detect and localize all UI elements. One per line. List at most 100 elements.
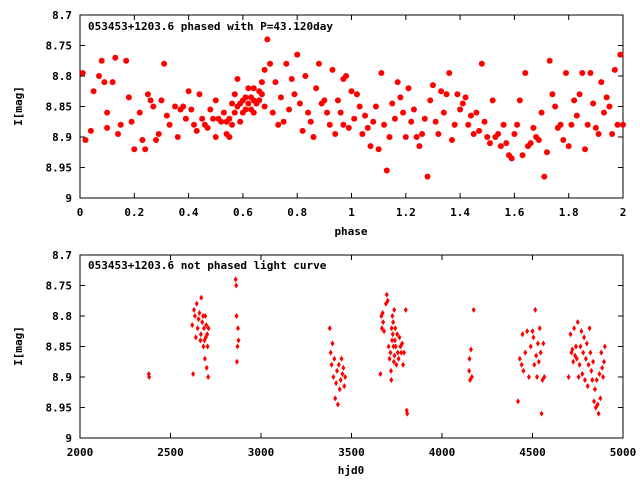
unphased-data-point [519, 361, 524, 368]
phased-data-point [329, 66, 336, 73]
phased-y-tick-label: 8.7 [52, 9, 72, 22]
unphased-data-point [574, 355, 579, 362]
phased-data-point [139, 137, 146, 144]
unphased-x-tick-label: 2000 [67, 446, 94, 459]
phased-data-point [174, 134, 181, 140]
unphased-data-point [391, 358, 396, 365]
phased-x-tick-label: 1.2 [396, 206, 416, 219]
unphased-y-tick-label: 8.9 [52, 371, 72, 384]
phased-x-tick-label: 0.2 [124, 206, 144, 219]
phased-y-tick-label: 8.75 [46, 40, 73, 53]
unphased-data-point [201, 313, 206, 319]
unphased-data-point [523, 349, 528, 356]
phased-data-point [302, 73, 309, 79]
phased-data-point [590, 100, 597, 107]
phased-data-point [210, 115, 217, 122]
unphased-data-point [391, 343, 396, 350]
unphased-data-point [535, 374, 540, 380]
phased-data-point [473, 109, 480, 116]
phased-data-point [267, 60, 274, 67]
phased-data-point [364, 124, 371, 131]
phased-data-point [370, 118, 377, 125]
phased-data-point [609, 130, 616, 137]
unphased-data-point [573, 343, 578, 350]
phased-data-point [514, 121, 521, 128]
phased-data-point [128, 118, 135, 125]
phased-data-point [424, 173, 431, 180]
phased-data-point [150, 103, 157, 110]
unphased-data-point [388, 349, 393, 356]
phased-data-point [413, 134, 420, 140]
unphased-data-point [378, 370, 383, 377]
phased-data-point [231, 109, 238, 116]
unphased-data-point [335, 367, 340, 374]
unphased-data-point [190, 322, 195, 329]
phased-data-point [381, 121, 388, 128]
phased-y-tick-label: 8.8 [52, 70, 72, 83]
unphased-y-tick-label: 8.85 [46, 341, 73, 354]
phased-data-point [163, 112, 170, 119]
unphased-data-point [198, 337, 203, 344]
unphased-data-point [204, 322, 209, 329]
phased-data-point [484, 134, 491, 140]
unphased-data-point [570, 346, 575, 353]
phased-data-point [112, 54, 119, 61]
phased-data-point [87, 127, 94, 134]
unphased-data-point [342, 383, 347, 390]
unphased-data-point [205, 343, 210, 350]
unphased-data-point [467, 367, 472, 374]
unphased-data-point [198, 331, 203, 338]
phased-data-point [234, 76, 241, 83]
phased-x-tick-label: 0.6 [233, 206, 253, 219]
phased-plot-panel: 053453+1203.6 phased with P=43.120day ph… [12, 9, 626, 238]
phased-data-point [182, 115, 189, 122]
unphased-data-point [591, 358, 596, 365]
phased-data-point [307, 118, 314, 125]
unphased-data-point [403, 306, 408, 313]
phased-data-point [584, 121, 591, 128]
unphased-data-point [601, 358, 606, 365]
phased-data-point [486, 140, 493, 147]
unphased-data-point [396, 355, 401, 362]
unphased-data-point [542, 374, 547, 380]
unphased-x-tick-label: 4000 [429, 446, 456, 459]
phased-data-point [125, 94, 132, 101]
unphased-axis-ticks: 2000 2500 3000 3500 4000 4500 5000 8.7 8.75 8.8 8.… [46, 249, 637, 459]
phased-x-tick-label: 1.8 [559, 206, 579, 219]
unphased-data-point [520, 331, 525, 338]
phased-data-point [557, 121, 564, 128]
phased-data-point [104, 124, 111, 131]
phased-data-point [136, 109, 143, 116]
unphased-data-point [590, 377, 595, 384]
phased-data-point [535, 137, 542, 144]
phased-data-point [546, 57, 553, 64]
phased-data-point [451, 121, 458, 128]
phased-data-point [229, 100, 236, 107]
unphased-data-point [382, 328, 387, 335]
unphased-data-point [585, 383, 590, 390]
phased-data-point [359, 130, 366, 137]
unphased-data-point [584, 340, 589, 347]
phased-data-point [367, 143, 374, 150]
phased-data-point [90, 88, 97, 95]
phased-data-point [419, 130, 426, 137]
unphased-x-tick-label: 3500 [338, 446, 365, 459]
phased-data-point [296, 100, 303, 107]
unphased-data-point [195, 325, 200, 332]
phased-x-tick-label: 1 [348, 206, 355, 219]
phased-data-point [288, 76, 295, 83]
unphased-x-tick-label: 5000 [610, 446, 637, 459]
phased-y-tick-label: 8.95 [46, 162, 73, 175]
unphased-data-point [343, 374, 348, 380]
phased-data-point [573, 112, 580, 119]
phased-y-tick-label: 8.85 [46, 101, 73, 114]
phased-data-point [147, 97, 154, 104]
unphased-data-point [582, 334, 587, 341]
phased-y-axis-label: I[mag] [12, 86, 25, 126]
unphased-data-point [337, 386, 342, 393]
unphased-plot-panel: 053453+1203.6 not phased light curve hjd… [12, 249, 636, 477]
phased-data-point [264, 36, 271, 43]
unphased-data-point [380, 309, 385, 316]
phased-data-point [565, 143, 572, 150]
unphased-data-point [341, 364, 346, 371]
